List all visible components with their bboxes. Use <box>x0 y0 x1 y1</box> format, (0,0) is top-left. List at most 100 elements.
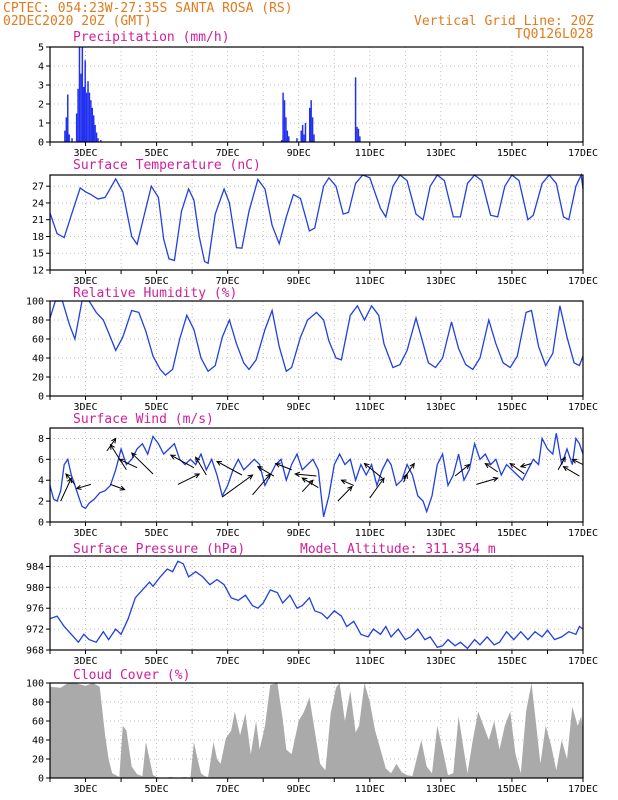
wind-wind-arrow <box>110 483 125 491</box>
wind-wind-arrow <box>301 479 314 493</box>
temp-frame <box>49 174 584 271</box>
cloud-ytick-label: 20 <box>32 755 44 766</box>
wind-wind-arrow <box>195 456 207 476</box>
wind-wind-arrowhead <box>509 462 516 469</box>
wind-wind-arrow <box>509 463 525 475</box>
wind-wind-arrow <box>109 444 127 471</box>
cloud-ytick-label: 80 <box>32 698 44 709</box>
wind-wind-arrowhead <box>409 462 415 469</box>
precip-bar <box>303 134 305 142</box>
precip-xtick-label: 5DEC <box>145 148 169 159</box>
temp-ytick-label: 24 <box>32 198 44 209</box>
precip-ytick-label: 4 <box>38 62 44 73</box>
wind-wind-arrowhead <box>247 474 254 480</box>
precip-bar <box>357 128 360 142</box>
precip-bar <box>283 100 286 142</box>
pres-xtick-label: 7DEC <box>216 656 240 667</box>
precip-bar <box>301 124 304 142</box>
wind-wind-arrowhead <box>119 485 126 491</box>
temp-series-line <box>49 172 584 265</box>
rh-xtick-label: 7DEC <box>216 402 240 413</box>
precip-bar <box>75 113 78 142</box>
precip-bar <box>77 88 79 142</box>
cloud-title: Cloud Cover (%) <box>73 668 190 683</box>
wind-wind-arrow <box>563 466 580 477</box>
cloud-xtick-label: 13DEC <box>426 784 456 795</box>
pres-xtick-label: 5DEC <box>145 656 169 667</box>
pres-xtick-label: 17DEC <box>568 656 598 667</box>
wind-ytick-label: 0 <box>38 518 44 529</box>
wind-wind-arrow <box>252 473 271 496</box>
wind-wind-arrow <box>369 477 385 499</box>
cloud-ytick-label: 60 <box>32 717 44 728</box>
precip-xtick-label: 13DEC <box>426 148 456 159</box>
precip-frame <box>49 46 584 143</box>
wind-xtick-label: 15DEC <box>497 528 527 539</box>
pres-xtick-label: 9DEC <box>287 656 311 667</box>
wind-xtick-label: 13DEC <box>426 528 456 539</box>
wind-wind-arrow <box>557 456 566 471</box>
wind-wind-arrowhead <box>195 456 201 463</box>
pres-xtick-label: 13DEC <box>426 656 456 667</box>
cloud-frame <box>49 682 584 779</box>
wind-wind-arrow <box>222 474 253 498</box>
pres-series-line <box>49 560 584 650</box>
precip-xtick-label: 3DEC <box>73 148 97 159</box>
precip-bar <box>91 107 94 142</box>
wind-wind-arrow <box>60 477 72 502</box>
precip-panel: 0 1 2 3 4 5 3DEC 5DEC 7DEC 9DEC 11DEC 13DEC 15DEC 17D… <box>38 30 598 159</box>
pres-panel: 968 972 976 980 984 3DEC 5DEC 7DEC 9DEC 11DEC 13DE… <box>26 542 598 667</box>
precip-bar <box>309 107 311 142</box>
precip-bar <box>84 60 86 142</box>
pres-subtitle: Model Altitude: 311.354 m <box>300 542 496 557</box>
wind-wind-arrowhead <box>169 454 176 460</box>
rh-xtick-label: 15DEC <box>497 402 527 413</box>
wind-wind-arrowhead <box>560 456 566 463</box>
precip-bar <box>311 117 314 142</box>
precip-ytick-label: 2 <box>38 100 44 111</box>
precip-xtick-label: 17DEC <box>568 148 598 159</box>
rh-ytick-label: 0 <box>38 392 44 403</box>
wind-wind-arrowhead <box>118 458 125 464</box>
wind-wind-arrowhead <box>464 463 471 470</box>
wind-series-line <box>49 433 584 517</box>
rh-panel: 0 20 40 60 80 100 3DEC 5DEC 7DEC 9DEC 11DEC 13DEC 15… <box>26 286 598 413</box>
precip-bar <box>95 132 98 142</box>
wind-wind-arrowhead <box>340 479 347 485</box>
header-station: CPTEC: 054:23W-27:35S SANTA ROSA (RS) <box>3 1 293 16</box>
rh-series-line <box>49 300 584 376</box>
precip-title: Precipitation (mm/h) <box>73 30 230 45</box>
wind-wind-arrowhead <box>492 476 499 482</box>
wind-wind-arrow <box>65 473 76 485</box>
precip-bar <box>64 130 66 142</box>
wind-wind-arrowhead <box>363 462 370 469</box>
wind-wind-arrow <box>216 460 243 476</box>
wind-wind-arrowhead <box>65 473 71 479</box>
pres-ytick-label: 980 <box>26 583 44 594</box>
cloud-xtick-label: 5DEC <box>145 784 169 795</box>
precip-bar <box>78 47 81 142</box>
wind-xtick-label: 5DEC <box>145 528 169 539</box>
wind-xtick-label: 7DEC <box>216 528 240 539</box>
pres-xtick-label: 3DEC <box>73 656 97 667</box>
cloud-panel: 0 20 40 60 80 100 3DEC 5DEC 7DEC 9DEC 11DEC 13DEC 15… <box>26 668 598 795</box>
precip-bar <box>81 47 84 142</box>
temp-xtick-label: 7DEC <box>216 276 240 287</box>
precip-bar <box>354 77 357 142</box>
precip-ytick-label: 1 <box>38 119 44 130</box>
wind-wind-arrowhead <box>301 477 308 483</box>
rh-xtick-label: 5DEC <box>145 402 169 413</box>
pres-ytick-label: 976 <box>26 604 44 615</box>
cloud-xtick-label: 15DEC <box>497 784 527 795</box>
precip-bar <box>286 130 289 142</box>
wind-wind-arrowhead <box>194 473 201 479</box>
precip-bar <box>296 138 298 142</box>
wind-wind-arrow <box>177 473 200 485</box>
wind-xtick-label: 17DEC <box>568 528 598 539</box>
temp-xtick-label: 3DEC <box>73 276 97 287</box>
wind-wind-arrow <box>76 483 92 490</box>
rh-ytick-label: 100 <box>26 297 44 308</box>
pres-title: Surface Pressure (hPa) <box>73 542 245 557</box>
